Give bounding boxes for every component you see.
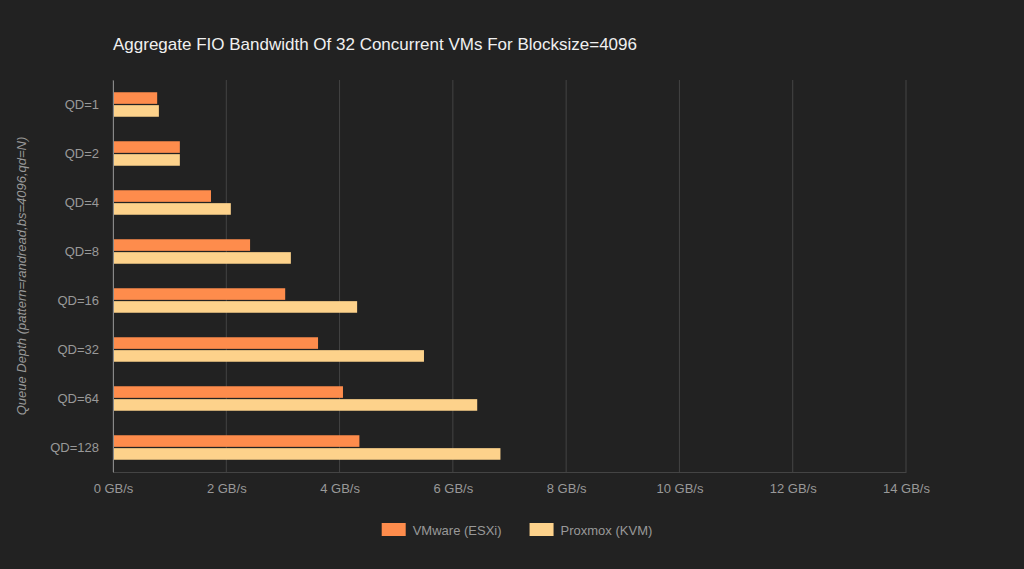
legend-label: VMware (ESXi): [413, 523, 502, 538]
y-tick-label: QD=128: [50, 440, 99, 455]
grid-line: [906, 80, 907, 472]
bar: [113, 154, 180, 166]
y-tick-label: QD=8: [65, 244, 99, 259]
grid-line: [566, 80, 567, 472]
bar: [113, 288, 285, 300]
x-axis-line: [114, 472, 907, 473]
legend-label: Proxmox (KVM): [561, 523, 653, 538]
bar: [113, 239, 250, 251]
x-tick-label: 10 GB/s: [656, 481, 703, 496]
grid-line: [226, 80, 227, 472]
title: Aggregate FIO Bandwidth Of 32 Concurrent…: [113, 35, 637, 54]
grid: [113, 80, 906, 472]
legend-item: VMware (ESXi): [382, 523, 502, 538]
y-tick: QD=128: [50, 440, 113, 455]
grid-line: [339, 80, 340, 472]
x-tick: 0 GB/s: [94, 472, 134, 496]
legend: VMware (ESXi) Proxmox (KVM): [382, 523, 653, 538]
chart: 0 GB/s 2 GB/s 4 GB/s 6 GB/s 8 GB/s 10 GB/s 12 …: [0, 0, 1024, 569]
y-tick: QD=64: [57, 391, 113, 406]
bar: [113, 386, 343, 398]
bar: [113, 435, 359, 447]
bar: [113, 448, 500, 460]
bar: [113, 190, 211, 202]
bar: [113, 301, 357, 313]
y-tick-label: QD=4: [65, 195, 99, 210]
grid-line: [792, 80, 793, 472]
y-axis-line: [113, 81, 114, 473]
bar: [113, 399, 477, 411]
x-tick: 4 GB/s: [320, 472, 360, 496]
y-tick: QD=16: [57, 293, 113, 308]
y-tick: QD=4: [65, 195, 113, 210]
x-tick-label: 4 GB/s: [320, 481, 360, 496]
y-tick-label: QD=1: [65, 97, 99, 112]
bar: [113, 92, 157, 104]
x-tick-label: 2 GB/s: [207, 481, 247, 496]
grid-line: [452, 80, 453, 472]
legend-swatch: [382, 523, 406, 536]
background: [0, 0, 1024, 569]
y-axis-title: Queue Depth (pattern=randread,bs=4096,qd…: [14, 137, 29, 416]
x-tick-label: 14 GB/s: [883, 481, 930, 496]
x-tick-label: 12 GB/s: [770, 481, 817, 496]
x-tick: 10 GB/s: [656, 472, 703, 496]
y-tick: QD=1: [65, 97, 113, 112]
x-tick-label: 0 GB/s: [94, 481, 134, 496]
y-tick: QD=2: [65, 146, 113, 161]
x-tick: 14 GB/s: [883, 472, 930, 496]
bar: [113, 252, 291, 264]
x-axis: 0 GB/s 2 GB/s 4 GB/s 6 GB/s 8 GB/s 10 GB/s 12 …: [94, 472, 931, 496]
bar: [113, 337, 318, 349]
grid-line: [679, 80, 680, 472]
y-tick-label: QD=32: [57, 342, 99, 357]
bar: [113, 203, 231, 215]
legend-item: Proxmox (KVM): [530, 523, 653, 538]
y-tick-label: QD=64: [57, 391, 99, 406]
y-axis: QD=1 QD=2 QD=4 QD=8 QD=16 QD=32 QD=64 QD=128: [50, 81, 113, 473]
x-tick: 8 GB/s: [547, 472, 587, 496]
x-tick-label: 6 GB/s: [433, 481, 473, 496]
bar: [113, 141, 180, 153]
y-tick-label: QD=16: [57, 293, 99, 308]
bar: [113, 350, 424, 362]
x-tick: 6 GB/s: [433, 472, 473, 496]
legend-swatch: [530, 523, 554, 536]
x-tick: 12 GB/s: [770, 472, 817, 496]
x-tick-label: 8 GB/s: [547, 481, 587, 496]
x-tick: 2 GB/s: [207, 472, 247, 496]
y-tick: QD=8: [65, 244, 113, 259]
grid-line: [113, 80, 114, 472]
y-tick-label: QD=2: [65, 146, 99, 161]
y-tick: QD=32: [57, 342, 113, 357]
bars: [113, 92, 500, 460]
bar: [113, 105, 159, 117]
